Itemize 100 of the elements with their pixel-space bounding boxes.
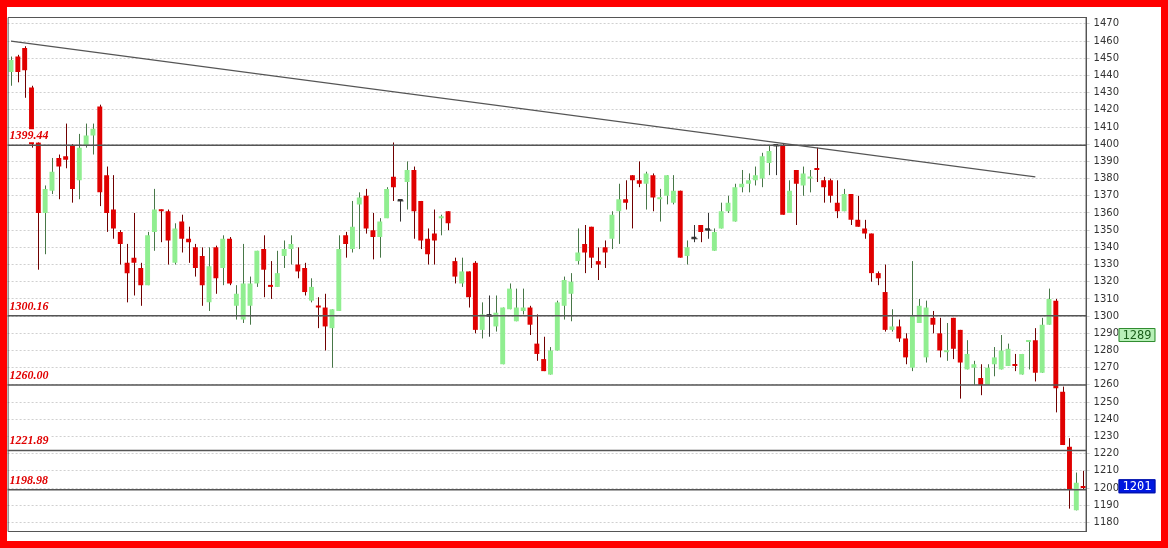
candlestick — [534, 313, 540, 362]
candlestick — [787, 179, 792, 214]
candlestick — [575, 227, 581, 266]
candlestick — [131, 212, 137, 296]
ref-line-label: 1198.98 — [9, 472, 48, 487]
y-tick-label: 1210 — [1093, 464, 1119, 476]
candlestick — [179, 214, 185, 254]
candlestick — [998, 334, 1004, 370]
y-tick-label: 1180 — [1093, 516, 1119, 527]
candlestick — [657, 188, 663, 223]
text: 1201 — [1122, 478, 1152, 493]
candlestick — [404, 160, 410, 211]
candlestick — [903, 332, 909, 365]
candlestick — [233, 284, 239, 321]
candlestick — [937, 317, 943, 358]
y-tick-label: 1390 — [1093, 155, 1119, 166]
candlestick — [759, 152, 765, 188]
y-tick-label: 1300 — [1093, 309, 1119, 321]
y-tick-label: 1470 — [1093, 17, 1119, 29]
y-tick-label: 1230 — [1093, 430, 1119, 442]
y-tick-label: 1310 — [1093, 292, 1119, 304]
candlestick — [623, 179, 629, 211]
candlestick — [636, 160, 642, 188]
y-tick-label: 1410 — [1093, 120, 1119, 132]
candlestick — [452, 257, 458, 284]
candlestick — [793, 169, 799, 226]
candlestick — [991, 346, 997, 377]
y-tick-label: 1280 — [1093, 344, 1119, 356]
y-tick-label: 1290 — [1093, 326, 1119, 338]
y-tick-label: 1380 — [1093, 172, 1119, 184]
candlestick — [445, 210, 451, 231]
candlestick — [397, 198, 404, 223]
candlestick — [479, 301, 485, 339]
candlestick — [124, 243, 130, 303]
candlestick — [192, 243, 198, 278]
candlestick — [595, 246, 601, 281]
candlestick — [828, 178, 833, 204]
candlestick — [117, 229, 123, 266]
candlestick — [158, 209, 164, 243]
candlestick — [800, 166, 806, 197]
candlestick — [718, 202, 724, 229]
candlestick — [629, 174, 635, 229]
candlestick — [370, 212, 376, 260]
candlestick — [1026, 339, 1031, 370]
ref-line-label: 1399.44 — [9, 128, 49, 143]
candlestick — [855, 195, 861, 228]
candlestick — [63, 123, 69, 169]
candlestick — [315, 296, 321, 329]
candlestick — [507, 282, 512, 310]
candlestick — [862, 219, 868, 240]
candlestick — [889, 308, 895, 333]
ref-line-label: 1300.16 — [9, 298, 49, 313]
candlestick — [459, 257, 465, 288]
y-tick-label: 1350 — [1093, 223, 1119, 235]
y-tick-label: 1450 — [1093, 51, 1119, 63]
candlestick — [261, 234, 267, 298]
ref-line-label: 1221.89 — [9, 433, 49, 448]
y-tick-label: 1320 — [1093, 275, 1119, 287]
candlestick — [377, 217, 383, 259]
candlestick — [602, 239, 608, 269]
candlestick — [834, 179, 840, 219]
candlestick — [711, 227, 717, 252]
candlestick — [821, 176, 827, 204]
candlestick — [670, 174, 676, 205]
y-tick-label: 1190 — [1093, 498, 1119, 510]
candlestick — [151, 188, 157, 252]
y-tick-label: 1250 — [1093, 395, 1119, 407]
candlestick — [746, 172, 751, 193]
candlestick — [684, 239, 690, 266]
y-tick-label: 1420 — [1093, 103, 1119, 115]
candlestick — [705, 212, 712, 240]
candlestick — [664, 174, 670, 205]
y-tick-label: 1400 — [1093, 137, 1119, 149]
candlestick — [110, 174, 116, 240]
candlestick — [22, 45, 28, 99]
ref-line-label: 1260.00 — [9, 367, 49, 382]
y-tick-label: 1440 — [1093, 69, 1119, 81]
y-tick-label: 1260 — [1093, 378, 1119, 390]
candlestick — [309, 277, 314, 303]
candlestick — [281, 239, 287, 269]
candlestick — [15, 54, 21, 83]
candlestick — [438, 214, 444, 236]
y-tick-label: 1270 — [1093, 361, 1119, 373]
candlestick — [350, 200, 355, 254]
y-tick-label: 1240 — [1093, 412, 1119, 424]
candlestick — [944, 322, 950, 362]
candlestick — [582, 224, 588, 274]
candlestick — [343, 231, 349, 259]
y-tick-label: 1360 — [1093, 206, 1119, 218]
candlestick — [390, 141, 396, 202]
candlestick — [616, 183, 622, 245]
candlestick — [650, 172, 656, 212]
y-tick-label: 1370 — [1093, 189, 1119, 201]
y-tick-label: 1340 — [1093, 240, 1119, 252]
candlestick — [56, 154, 62, 200]
candlestick — [930, 310, 936, 334]
candlestick — [274, 250, 280, 288]
candlestick — [541, 336, 547, 372]
y-tick-label: 1430 — [1093, 86, 1119, 98]
candlestick — [752, 166, 758, 186]
